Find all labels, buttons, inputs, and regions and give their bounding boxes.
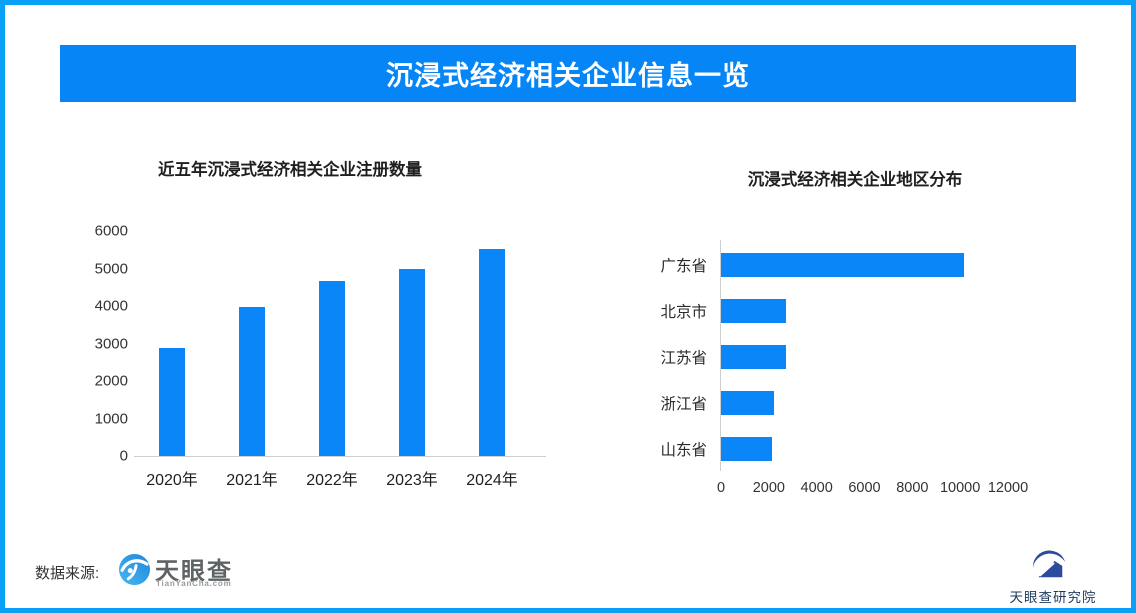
x-axis-category-label: 2020年: [146, 472, 198, 489]
y-axis-tick-label: 3000: [94, 335, 128, 352]
y-axis-tick-label: 2000: [94, 372, 128, 390]
region-hbar-chart: 沉浸式经济相关企业地区分布 广东省北京市江苏省浙江省山东省 0 2000 4000 60…: [640, 140, 1100, 510]
bar-2022年: [319, 281, 345, 456]
page-title: 沉浸式经济相关企业信息一览: [386, 61, 750, 91]
data-source-label: 数据来源:: [35, 565, 100, 582]
category-label: 浙江省: [660, 396, 707, 413]
x-axis-tick-label: 4000: [800, 480, 833, 496]
x-axis-tick-label: 8000: [896, 480, 929, 496]
x-axis-category-label: 2023年: [386, 472, 438, 489]
y-axis-tick-label: 1000: [94, 410, 128, 427]
bar-山东省: [721, 437, 773, 461]
research-institute-logo-icon: [1026, 541, 1068, 588]
x-axis-tick-label: 6000: [848, 480, 881, 496]
column-chart-plot-area: 0 1000 2000 3000 4000 5000 6000 2020年 2021年 2022年…: [60, 140, 580, 510]
y-axis-tick-label: 4000: [94, 297, 128, 315]
registration-column-chart: 近五年沉浸式经济相关企业注册数量 0 1000 2000 3000 4000 5000 60…: [60, 140, 580, 510]
x-axis-tick-label: 12000: [987, 480, 1029, 496]
hbar-chart-plot-area: 广东省北京市江苏省浙江省山东省 0 2000 4000 6000 8000 10000 120…: [640, 140, 1100, 510]
category-label: 北京市: [660, 304, 707, 321]
bar-2021年: [239, 307, 265, 456]
x-axis-tick-label: 10000: [939, 480, 981, 496]
x-axis-category-label: 2024年: [466, 472, 518, 489]
bar-2024年: [479, 249, 505, 456]
tianyancha-logo-icon: [119, 554, 150, 590]
bar-北京市: [721, 299, 786, 323]
bar-江苏省: [721, 345, 786, 369]
tianyancha-brand-name: 天眼查: [155, 558, 233, 585]
tianyancha-brand-domain: TianYanCha.com: [156, 579, 232, 588]
research-institute-name: 天眼查研究院: [1009, 590, 1097, 605]
x-axis-tick-label: 0: [716, 480, 726, 496]
category-label: 广东省: [660, 258, 707, 275]
y-axis-line: [720, 240, 721, 471]
bar-2023年: [399, 268, 425, 456]
x-axis-tick-label: 2000: [752, 480, 785, 496]
y-axis-tick-label: 5000: [94, 260, 128, 277]
x-axis-category-label: 2021年: [226, 472, 278, 489]
x-axis-category-label: 2022年: [306, 472, 358, 489]
bar-浙江省: [721, 391, 774, 415]
page-title-banner: 沉浸式经济相关企业信息一览: [60, 45, 1076, 102]
x-axis-line: [134, 456, 546, 457]
category-label: 江苏省: [660, 350, 707, 367]
right-chart-title: 沉浸式经济相关企业地区分布: [747, 171, 963, 189]
bar-广东省: [721, 253, 964, 277]
y-axis-tick-label: 0: [119, 447, 128, 465]
y-axis-tick-label: 6000: [94, 222, 128, 240]
left-chart-title: 近五年沉浸式经济相关企业注册数量: [158, 161, 422, 179]
category-label: 山东省: [660, 442, 707, 459]
bar-2020年: [159, 348, 185, 456]
